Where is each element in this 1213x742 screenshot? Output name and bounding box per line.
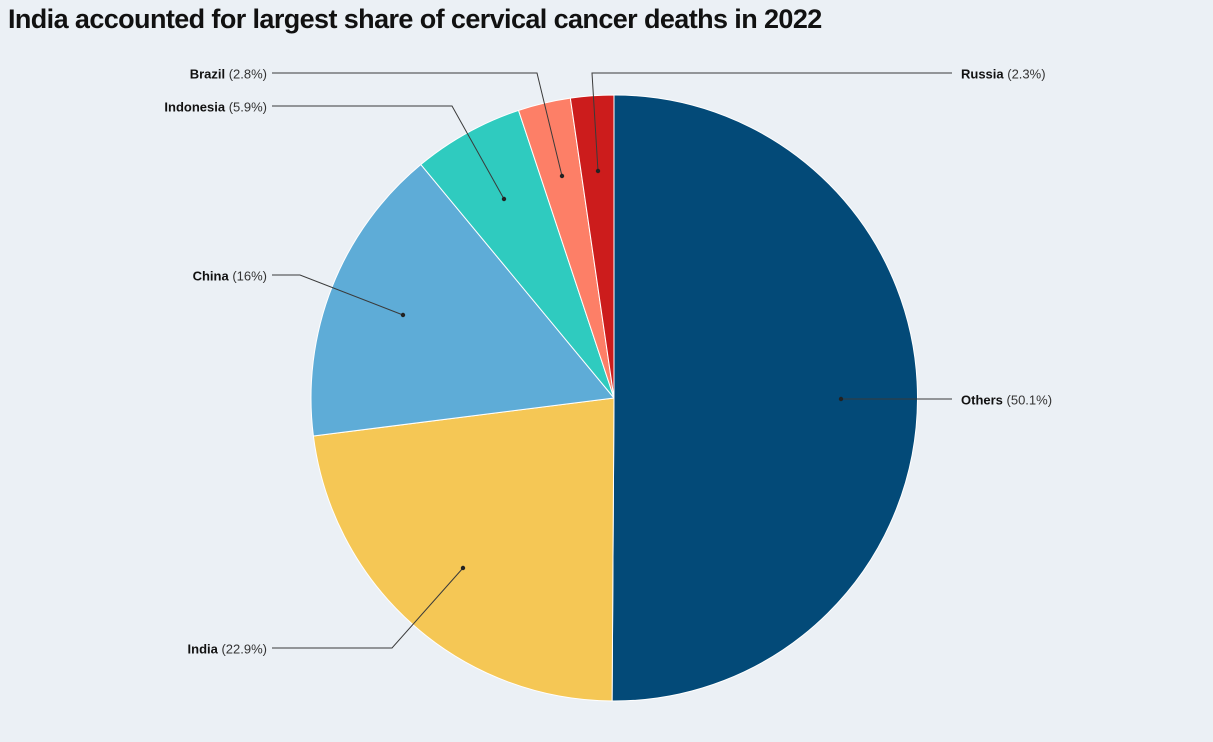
slice-label-china: China (16%) bbox=[193, 269, 267, 284]
leader-dot-china bbox=[400, 312, 406, 318]
slice-label-others: Others (50.1%) bbox=[961, 393, 1052, 408]
slice-label-name: Others bbox=[961, 393, 1003, 408]
slice-label-percent: (50.1%) bbox=[1003, 393, 1052, 408]
slice-label-india: India (22.9%) bbox=[188, 642, 267, 657]
slice-label-percent: (2.3%) bbox=[1004, 67, 1046, 82]
slice-label-percent: (22.9%) bbox=[218, 642, 267, 657]
chart-title: India accounted for largest share of cer… bbox=[8, 4, 822, 34]
pie-slice-others bbox=[611, 94, 919, 702]
slice-label-name: India bbox=[188, 642, 219, 657]
slice-label-name: China bbox=[193, 269, 230, 284]
pie-slice-china bbox=[310, 164, 615, 437]
pie-slice-india bbox=[312, 397, 615, 702]
slice-label-name: Brazil bbox=[190, 67, 225, 82]
slice-label-percent: (16%) bbox=[229, 269, 267, 284]
leader-line-brazil bbox=[272, 72, 563, 177]
leader-dot-indonesia bbox=[501, 196, 507, 202]
leader-line-russia bbox=[591, 72, 952, 172]
slice-label-brazil: Brazil (2.8%) bbox=[190, 67, 267, 82]
slice-label-name: Russia bbox=[961, 67, 1004, 82]
slice-label-russia: Russia (2.3%) bbox=[961, 67, 1046, 82]
leader-dot-india bbox=[460, 565, 466, 571]
leader-dot-brazil bbox=[559, 173, 565, 179]
slice-label-percent: (2.8%) bbox=[225, 67, 267, 82]
slice-label-name: Indonesia bbox=[164, 100, 225, 115]
pie-slice-russia bbox=[569, 94, 615, 399]
pie-slices bbox=[310, 94, 919, 702]
leader-dot-others bbox=[838, 396, 844, 402]
slice-label-indonesia: Indonesia (5.9%) bbox=[164, 100, 267, 115]
slice-labels: Others (50.1%) India (22.9%) China (16%) In… bbox=[164, 67, 1052, 657]
leader-dot-russia bbox=[595, 168, 601, 174]
leader-line-china bbox=[272, 274, 404, 316]
leader-line-india bbox=[272, 567, 464, 649]
leader-line-indonesia bbox=[272, 105, 505, 200]
slice-label-percent: (5.9%) bbox=[225, 100, 267, 115]
